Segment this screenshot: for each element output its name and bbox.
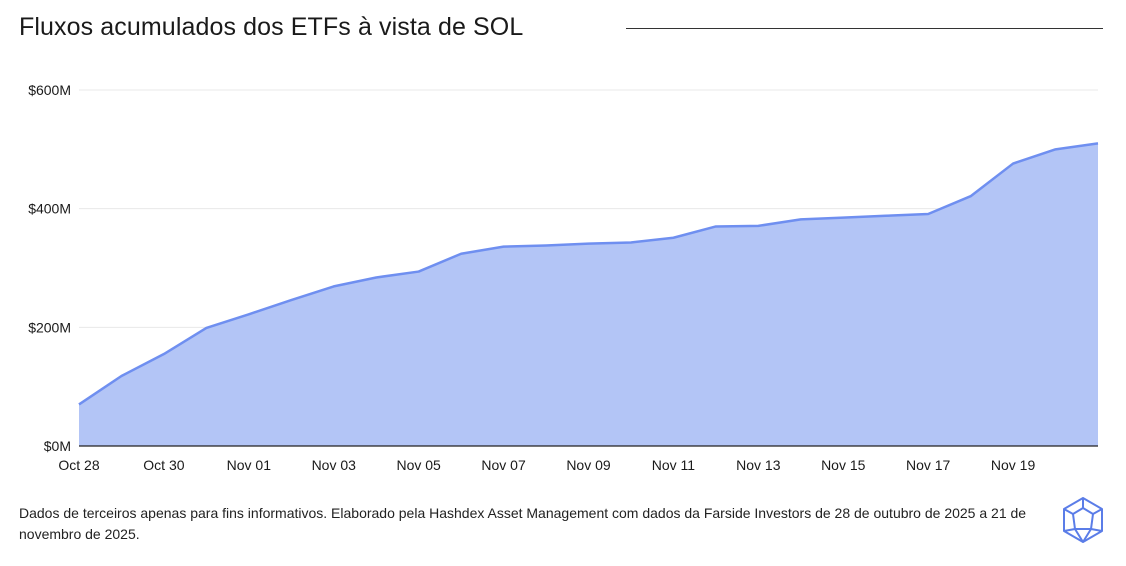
x-tick-label: Nov 13 (736, 457, 781, 473)
x-tick-label: Nov 09 (566, 457, 611, 473)
x-tick-label: Nov 19 (991, 457, 1036, 473)
x-tick-label: Nov 05 (396, 457, 441, 473)
x-axis-ticks: Oct 28 Oct 30 Nov 01 Nov 03 Nov 05 Nov 07 Nov … (58, 457, 1035, 473)
area-chart: $0M $200M $400M $600M Oct 28 Oct 30 Nov 01 Nov… (28, 82, 1099, 473)
title-rule (626, 28, 1103, 29)
series-line (78, 142, 1099, 406)
x-tick-label: Nov 01 (227, 457, 272, 473)
x-tick-label: Nov 07 (481, 457, 526, 473)
x-tick-label: Nov 15 (821, 457, 866, 473)
y-tick-label: $400M (28, 201, 71, 217)
source-footnote: Dados de terceiros apenas para fins info… (19, 505, 1027, 542)
x-tick-label: Nov 03 (312, 457, 357, 473)
y-tick-label: $200M (28, 319, 71, 335)
series-area-fill (79, 143, 1098, 446)
y-tick-label: $0M (44, 438, 71, 454)
x-tick-label: Nov 17 (906, 457, 951, 473)
y-tick-label: $600M (28, 82, 71, 98)
hashdex-logo-icon (1063, 497, 1103, 543)
x-tick-label: Nov 11 (652, 457, 696, 473)
chart-title: Fluxos acumulados dos ETFs à vista de SO… (19, 13, 524, 41)
x-tick-label: Oct 30 (143, 457, 184, 473)
y-axis-ticks: $0M $200M $400M $600M (28, 82, 71, 454)
x-tick-label: Oct 28 (58, 457, 99, 473)
